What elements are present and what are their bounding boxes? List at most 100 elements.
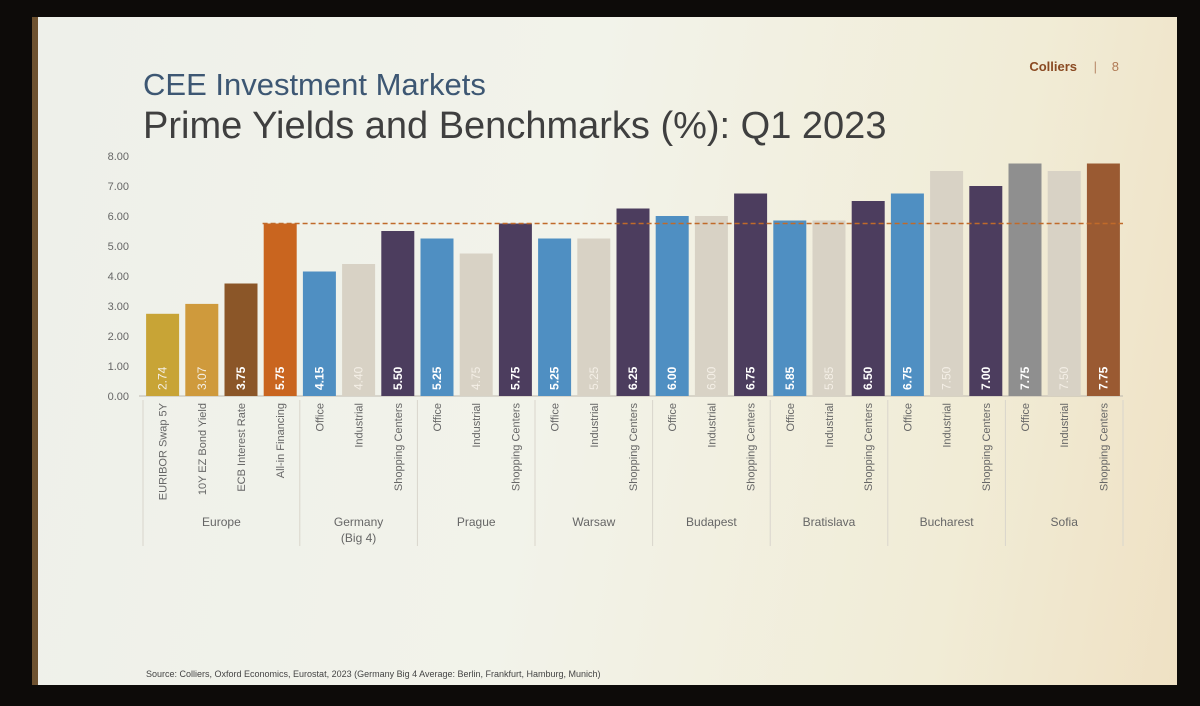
header-separator: |: [1093, 59, 1097, 74]
y-tick-label: 8.00: [108, 151, 129, 163]
category-label: Industrial: [824, 403, 836, 448]
group-labels: Europe Germany (Big 4) Prague Warsaw Budapest…: [142, 400, 1124, 546]
data-label: 2.74: [156, 366, 170, 390]
category-label: All-in Financing: [275, 403, 287, 478]
category-labels: EURIBOR Swap 5Y 10Y EZ Bond Yield ECB Inte…: [158, 402, 1111, 500]
slide-title: CEE Investment Markets: [143, 67, 486, 102]
category-label: Industrial: [706, 403, 718, 448]
group-label: Bratislava: [803, 515, 856, 529]
category-label: Industrial: [589, 403, 601, 448]
category-label: Office: [432, 403, 444, 432]
bar: [655, 216, 689, 396]
group-label: Germany (Big 4): [334, 515, 383, 545]
category-label: Industrial: [942, 403, 954, 448]
data-label: 7.75: [1096, 366, 1110, 390]
bar: [1047, 171, 1081, 396]
bar: [812, 220, 846, 396]
page-number: 8: [1111, 59, 1119, 74]
data-label: 7.50: [1057, 366, 1071, 390]
group-label: Warsaw: [572, 515, 615, 529]
data-label: 5.25: [548, 366, 562, 390]
category-label: Shopping Centers: [510, 403, 522, 492]
bar: [1008, 163, 1042, 396]
category-label: Office: [785, 403, 797, 432]
data-label: 6.75: [744, 366, 758, 390]
data-label: 3.75: [234, 366, 248, 390]
y-tick-label: 2.00: [108, 331, 129, 343]
group-label: Prague: [457, 515, 496, 529]
data-label: 6.75: [900, 366, 914, 390]
data-label: 6.00: [704, 366, 718, 390]
category-label: Office: [667, 403, 679, 432]
bar: [459, 253, 493, 396]
data-label: 5.75: [273, 366, 287, 390]
bar: [773, 220, 807, 396]
bar: [1086, 163, 1120, 396]
category-label: EURIBOR Swap 5Y: [158, 402, 170, 500]
category-label: Shopping Centers: [628, 403, 640, 492]
bar: [694, 216, 728, 396]
category-label: Shopping Centers: [863, 403, 875, 492]
bar: [851, 201, 885, 396]
bars: 2.74 3.07 3.75 5.75 4.15 4.40 5.50 5.25 4.75 5.75…: [146, 163, 1120, 396]
category-label: Shopping Centers: [746, 403, 758, 492]
category-label: Industrial: [1059, 403, 1071, 448]
data-label: 5.25: [587, 366, 601, 390]
bar: [890, 193, 924, 396]
bar: [420, 238, 454, 396]
group-label: Sofia: [1051, 515, 1079, 529]
data-label: 6.00: [665, 366, 679, 390]
source-note: Source: Colliers, Oxford Economics, Euro…: [146, 669, 601, 679]
bar: [263, 223, 297, 396]
bar: [381, 231, 415, 396]
category-label: 10Y EZ Bond Yield: [197, 403, 209, 495]
data-label: 5.85: [822, 366, 836, 390]
category-label: Shopping Centers: [981, 403, 993, 492]
group-label: Bucharest: [920, 515, 975, 529]
category-label: Industrial: [471, 403, 483, 448]
group-label: Budapest: [686, 515, 737, 529]
data-label: 6.50: [861, 366, 875, 390]
bar: [734, 193, 768, 396]
bar: [616, 208, 650, 396]
category-label: Office: [314, 403, 326, 432]
data-label: 5.25: [430, 366, 444, 390]
data-label: 5.85: [783, 366, 797, 390]
category-label: Shopping Centers: [393, 403, 405, 492]
bar: [185, 303, 219, 396]
data-label: 5.50: [391, 366, 405, 390]
y-tick-label: 1.00: [108, 361, 129, 373]
data-label: 6.25: [626, 366, 640, 390]
bar: [146, 313, 180, 396]
group-label: Europe: [202, 515, 241, 529]
data-label: 4.15: [312, 366, 326, 390]
y-tick-label: 4.00: [108, 271, 129, 283]
y-tick-label: 3.00: [108, 301, 129, 313]
category-label: ECB Interest Rate: [236, 403, 248, 492]
data-label: 4.75: [469, 366, 483, 390]
bar: [302, 271, 336, 396]
category-label: Office: [902, 403, 914, 432]
data-label: 7.75: [1018, 366, 1032, 390]
bar: [342, 264, 376, 396]
bar: [930, 171, 964, 396]
slide-subtitle: Prime Yields and Benchmarks (%): Q1 2023: [143, 105, 887, 147]
category-label: Office: [550, 403, 562, 432]
y-tick-label: 0.00: [108, 391, 129, 403]
y-tick-label: 5.00: [108, 241, 129, 253]
bar: [969, 186, 1003, 396]
category-label: Industrial: [354, 403, 366, 448]
y-tick-label: 7.00: [108, 181, 129, 193]
brand-logo-text: Colliers: [1029, 59, 1077, 74]
category-label: Shopping Centers: [1098, 403, 1110, 492]
data-label: 5.75: [508, 366, 522, 390]
data-label: 3.07: [195, 366, 209, 390]
category-label: Office: [1020, 403, 1032, 432]
bar: [577, 238, 611, 396]
data-label: 7.50: [940, 366, 954, 390]
bar: [538, 238, 572, 396]
bar: [498, 223, 532, 396]
bar: [224, 283, 258, 396]
data-label: 4.40: [352, 366, 366, 390]
